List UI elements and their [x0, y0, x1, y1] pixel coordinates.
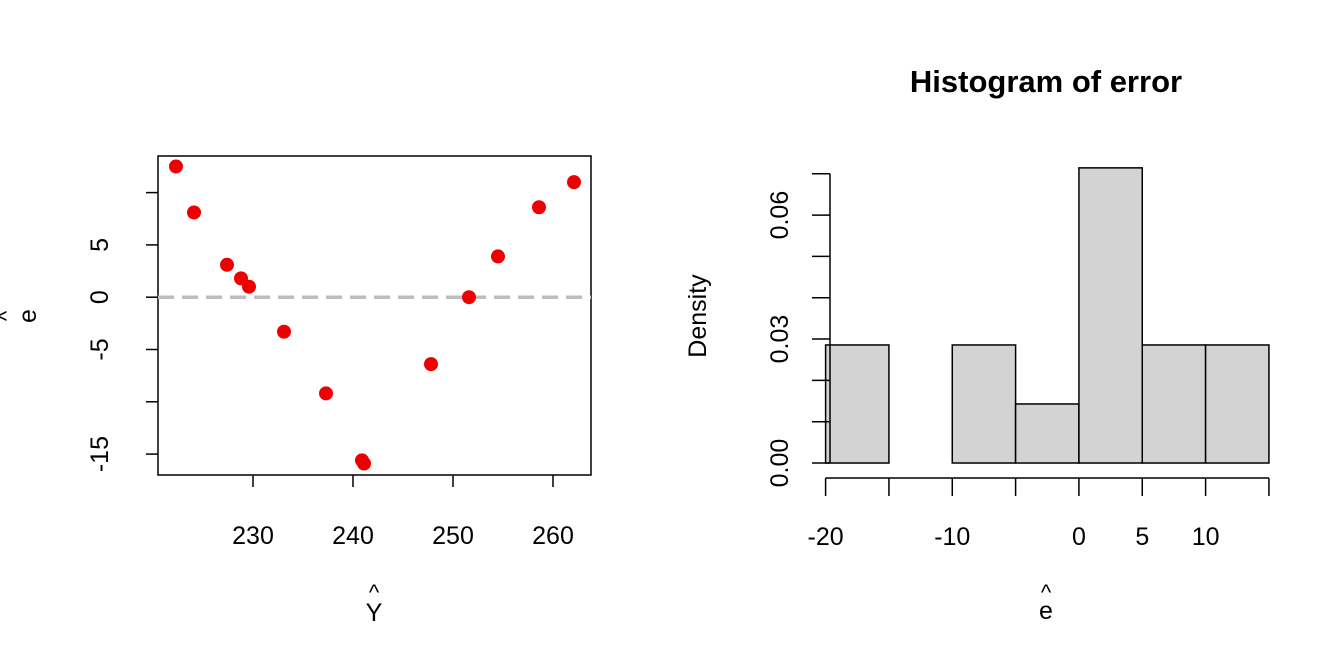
scatter-x-axis-title-hat: ^	[369, 580, 380, 605]
scatter-x-axis-title: Y	[366, 599, 383, 627]
histogram-x-axis-title-hat: ^	[1041, 580, 1052, 605]
histogram-x-tick-label: -10	[934, 523, 970, 551]
histogram-bar	[1141, 344, 1207, 464]
histogram-x-tick-label: 10	[1192, 523, 1220, 551]
scatter-point	[532, 200, 546, 215]
histogram-bar	[1204, 344, 1270, 464]
scatter-point	[169, 159, 183, 174]
histogram-bar	[951, 344, 1017, 464]
scatter-point	[491, 249, 505, 264]
scatter-points	[169, 159, 581, 471]
scatter-plot-frame	[157, 155, 592, 476]
scatter-point	[187, 205, 201, 220]
scatter-y-tick-label: -15	[86, 436, 114, 472]
residual-scatter-plot: 230 240 250 260 -15 -5 0 5 Y ^ e ^	[0, 155, 592, 627]
scatter-point	[567, 175, 581, 190]
scatter-point	[357, 456, 371, 471]
scatter-x-axis: 230 240 250 260	[232, 475, 574, 550]
histogram-bar	[1014, 403, 1080, 464]
scatter-y-axis: -15 -5 0 5	[86, 191, 158, 472]
scatter-point	[319, 386, 333, 401]
histogram-x-axis-title: e	[1039, 597, 1053, 625]
scatter-x-tick-label: 260	[532, 522, 574, 550]
scatter-x-tick-label: 230	[232, 522, 274, 550]
histogram-x-tick-label: 0	[1072, 523, 1086, 551]
histogram-title: Histogram of error	[910, 64, 1182, 99]
scatter-y-axis-title-hat: ^	[0, 310, 19, 321]
histogram-y-tick-label: 0.00	[766, 439, 794, 488]
histogram-bar	[824, 344, 890, 464]
histogram-bar	[1078, 167, 1144, 464]
scatter-x-tick-label: 240	[332, 522, 374, 550]
histogram-y-tick-label: 0.06	[766, 191, 794, 240]
histogram-x-tick-label: -20	[808, 523, 844, 551]
histogram-x-tick-label: 5	[1135, 523, 1149, 551]
scatter-point	[462, 290, 476, 305]
histogram-y-axis: 0.00 0.03 0.06	[766, 173, 831, 488]
histogram-bars	[824, 167, 1270, 464]
scatter-point	[220, 257, 234, 272]
scatter-x-tick-label: 250	[432, 522, 474, 550]
error-histogram: Histogram of error -20 -10 0 5 10 0.000.030.…	[684, 64, 1270, 625]
scatter-point	[277, 324, 291, 339]
scatter-y-tick-label: 0	[86, 290, 114, 304]
scatter-y-tick-label: 5	[86, 238, 114, 252]
histogram-y-tick-label: 0.03	[766, 315, 794, 364]
scatter-point	[242, 279, 256, 294]
scatter-y-tick-label: -5	[86, 338, 114, 360]
scatter-y-axis-title: e	[14, 309, 42, 323]
scatter-point	[424, 357, 438, 372]
histogram-y-axis-title: Density	[684, 274, 712, 358]
histogram-x-axis: -20 -10 0 5 10	[808, 477, 1270, 551]
